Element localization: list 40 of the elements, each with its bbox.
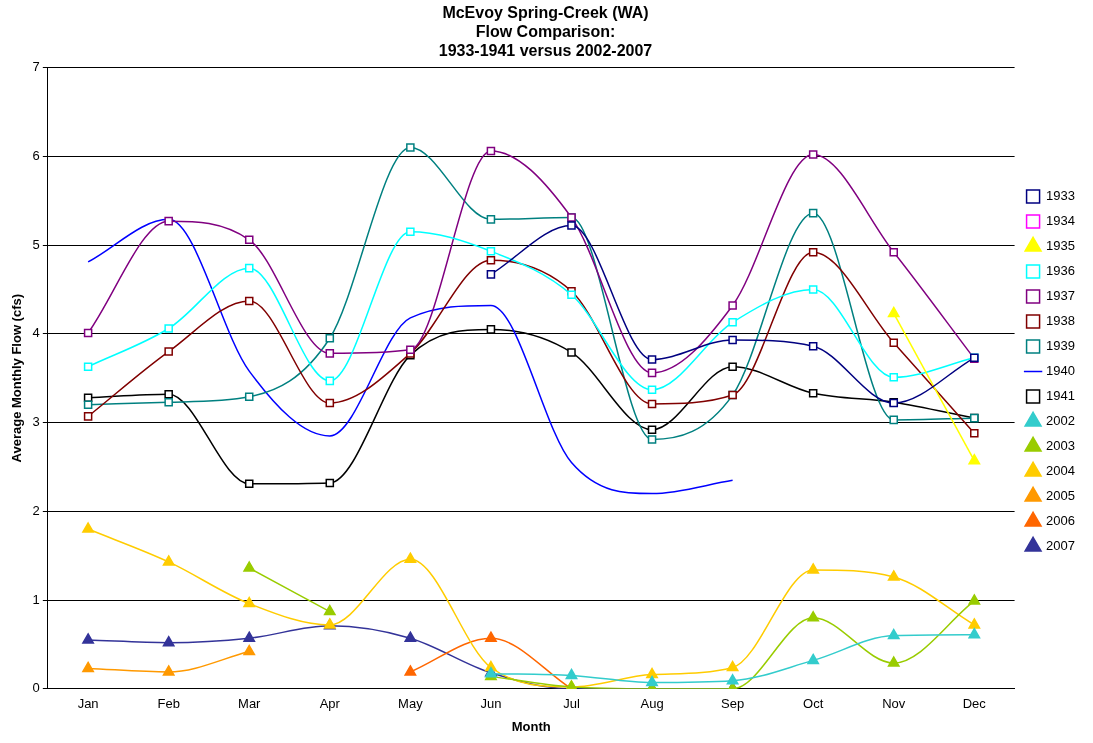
y-tick-label: 7	[32, 59, 40, 75]
legend-label: 2007	[1046, 538, 1075, 554]
x-tick-label: Oct	[803, 696, 824, 712]
y-tick-label: 1	[32, 591, 40, 607]
legend-label: 1938	[1046, 313, 1075, 329]
y-tick-label: 5	[32, 236, 40, 252]
y-tick-label: 0	[32, 680, 40, 696]
x-tick-label: Mar	[238, 696, 262, 712]
x-tick-label: Feb	[157, 696, 180, 712]
legend-label: 2006	[1046, 513, 1075, 529]
text: 1933-1941 versus 2002-2007	[438, 42, 653, 60]
legend-label: 2005	[1046, 488, 1075, 504]
y-tick-label: 6	[32, 147, 40, 163]
y-tick-label: 2	[32, 502, 40, 518]
legend-label: 2003	[1046, 438, 1075, 454]
x-tick-label: May	[398, 696, 424, 712]
legend-label: 1937	[1046, 288, 1075, 304]
x-tick-label: Dec	[962, 696, 987, 712]
x-tick-label: Jan	[77, 696, 99, 712]
y-tick-label: 3	[32, 414, 40, 430]
legend-label: 1935	[1046, 238, 1075, 254]
legend-label: 2002	[1046, 413, 1075, 429]
x-tick-label: Jul	[563, 696, 580, 712]
legend-label: 1934	[1046, 213, 1075, 229]
x-tick-label: Jun	[480, 696, 502, 712]
legend-label: 1940	[1046, 363, 1075, 379]
legend-label: 1936	[1046, 263, 1075, 279]
legend-label: 1939	[1046, 338, 1075, 354]
x-tick-label: Sep	[721, 696, 745, 712]
y-axis-title: Average Monthly Flow (cfs)	[9, 293, 25, 463]
legend-label: 1933	[1046, 188, 1075, 204]
x-tick-label: Apr	[319, 696, 341, 712]
y-tick-label: 4	[32, 325, 40, 341]
x-tick-label: Nov	[882, 696, 906, 712]
text: Flow Comparison:	[475, 23, 616, 41]
text: McEvoy Spring-Creek (WA)	[442, 4, 649, 22]
x-axis-title: Month	[511, 718, 551, 734]
x-tick-label: Aug	[640, 696, 664, 712]
legend-label: 2004	[1046, 463, 1075, 479]
legend-label: 1941	[1046, 388, 1075, 404]
